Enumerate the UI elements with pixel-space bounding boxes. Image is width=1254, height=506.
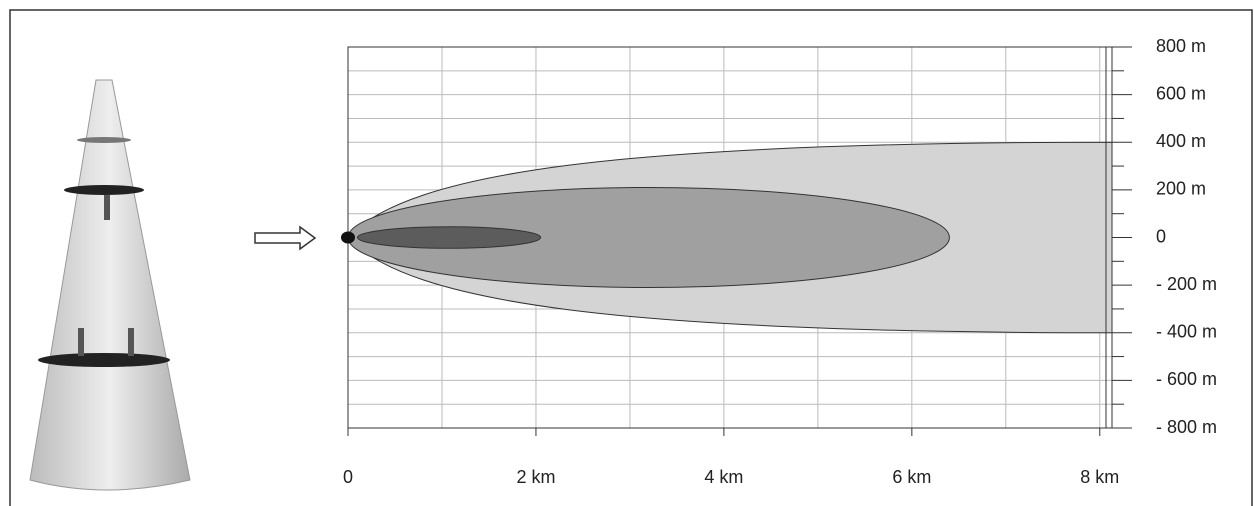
x-tick-label: 0 bbox=[343, 467, 353, 487]
y-tick-label: - 600 m bbox=[1156, 369, 1217, 389]
arrow bbox=[254, 225, 317, 251]
y-tick-label: 200 m bbox=[1156, 179, 1206, 199]
bomb-illustration bbox=[29, 79, 191, 491]
zone bbox=[356, 226, 542, 249]
y-tick-label: - 200 m bbox=[1156, 274, 1217, 294]
frame bbox=[9, 9, 1253, 506]
y-tick-label: 600 m bbox=[1156, 83, 1206, 103]
y-tick-label: 0 bbox=[1156, 226, 1166, 246]
y-tick-label: 800 m bbox=[1156, 36, 1206, 56]
x-tick-label: 6 km bbox=[892, 467, 931, 487]
y-tick-label: - 400 m bbox=[1156, 322, 1217, 342]
x-tick-label: 8 km bbox=[1080, 467, 1119, 487]
x-tick-label: 2 km bbox=[516, 467, 555, 487]
origin-point bbox=[341, 231, 355, 244]
y-tick-label: 400 m bbox=[1156, 131, 1206, 151]
y-tick-label: - 800 m bbox=[1156, 417, 1217, 437]
x-tick-label: 4 km bbox=[704, 467, 743, 487]
